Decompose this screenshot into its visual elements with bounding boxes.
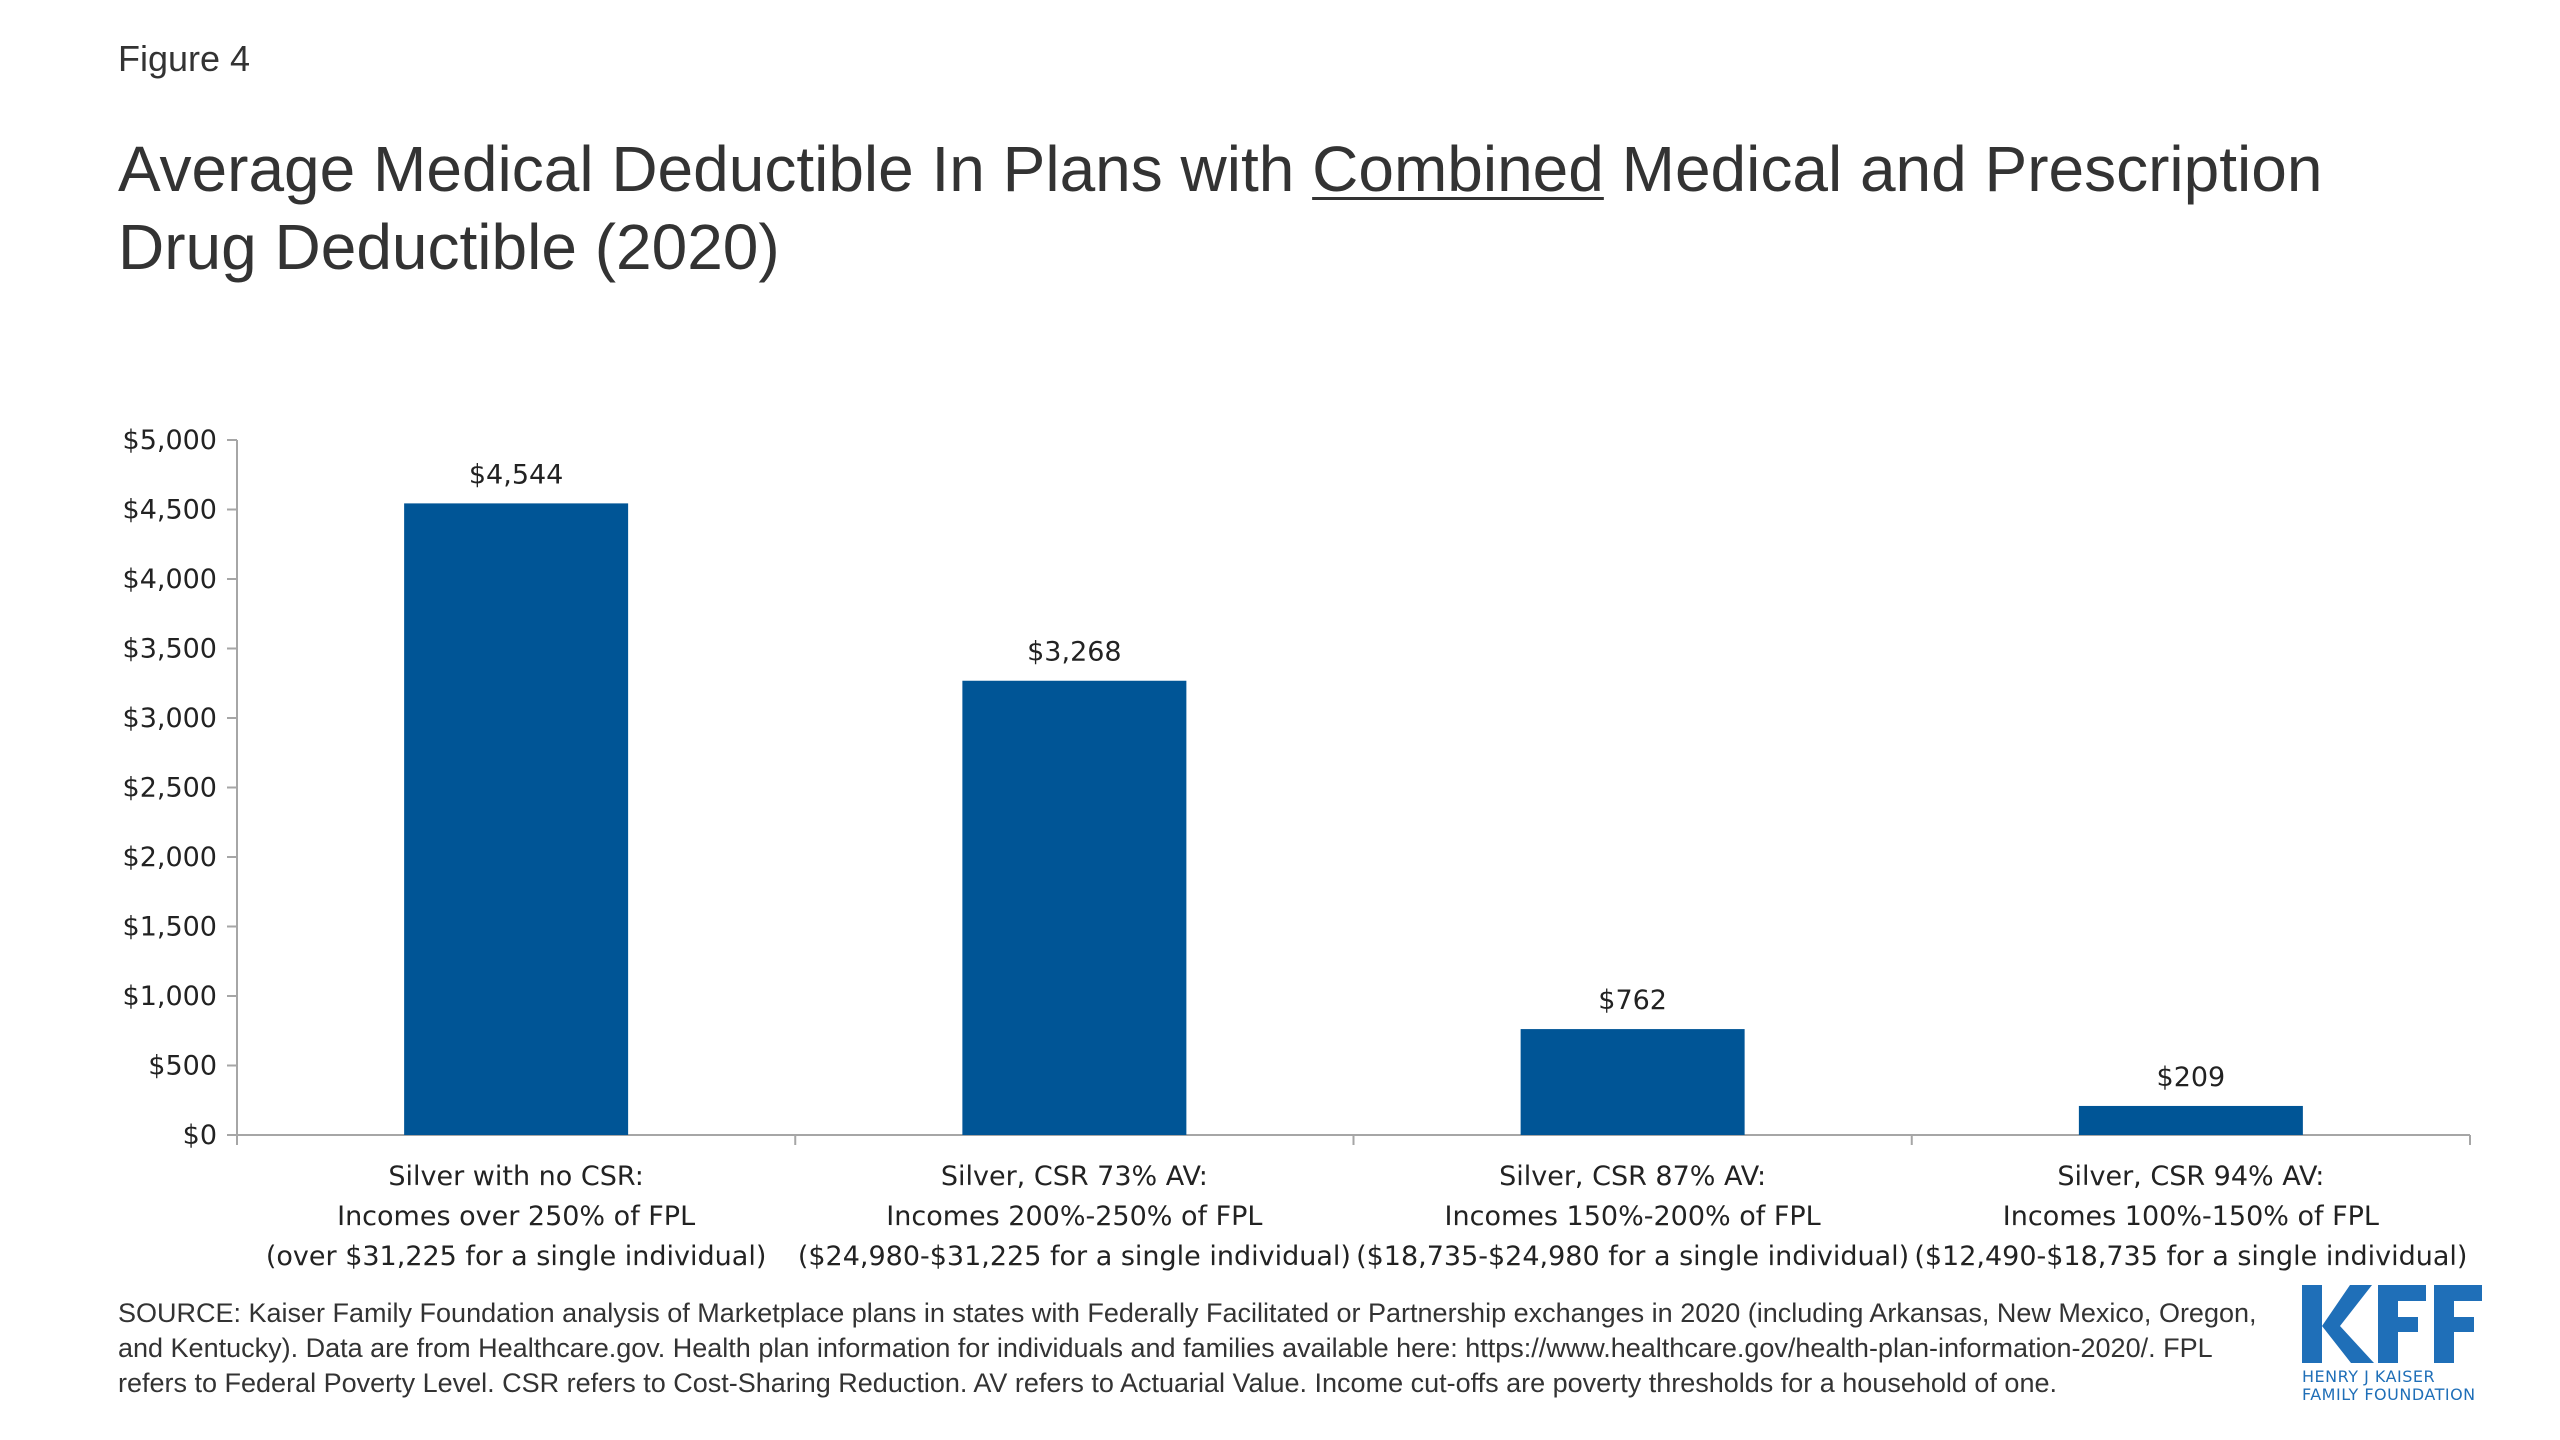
y-tick-label: $3,500 [123, 634, 217, 665]
y-tick-label: $1,500 [123, 912, 217, 943]
x-category-label: Incomes 150%-200% of FPL [1445, 1201, 1821, 1232]
logo-line-2: FAMILY FOUNDATION [2302, 1385, 2476, 1404]
title-part-2: Medical and Prescription Drug Deductible… [118, 133, 2323, 283]
y-tick-label: $2,500 [123, 773, 217, 804]
x-category-label: ($18,735-$24,980 for a single individual… [1356, 1241, 1909, 1272]
x-category-label: ($24,980-$31,225 for a single individual… [798, 1241, 1351, 1272]
data-label: $3,268 [1027, 637, 1121, 668]
source-note: SOURCE: Kaiser Family Foundation analysi… [118, 1298, 2257, 1398]
x-category-label: Silver, CSR 73% AV: [941, 1161, 1208, 1192]
x-category-label: ($12,490-$18,735 for a single individual… [1914, 1241, 2467, 1272]
y-tick-label: $4,000 [123, 564, 217, 595]
bar [2078, 1105, 2303, 1135]
y-tick-label: $2,000 [123, 842, 217, 873]
x-category-label: (over $31,225 for a single individual) [266, 1241, 766, 1272]
kff-logo: HENRY J KAISER FAMILY FOUNDATION [2300, 1282, 2500, 1412]
data-label: $4,544 [469, 459, 563, 490]
y-tick-label: $4,500 [123, 495, 217, 526]
kff-logo-mark [2302, 1285, 2482, 1363]
y-tick-label: $5,000 [123, 425, 217, 456]
y-tick-label: $0 [183, 1120, 217, 1151]
data-label: $209 [2157, 1062, 2226, 1093]
x-category-label: Incomes 200%-250% of FPL [886, 1201, 1262, 1232]
logo-line-1: HENRY J KAISER [2302, 1367, 2436, 1386]
y-tick-label: $500 [148, 1051, 217, 1082]
bar-chart: $0 $500 $1,000 $1,500 $2,000 $2,500 $3,000 $3,5… [123, 425, 2471, 1272]
bar [404, 503, 629, 1135]
bar [1520, 1029, 1745, 1135]
x-category-label: Silver, CSR 87% AV: [1499, 1161, 1766, 1192]
title-underlined-word: Combined [1312, 133, 1604, 205]
title-part-1: Average Medical Deductible In Plans with [118, 133, 1313, 205]
x-category-label: Silver, CSR 94% AV: [2057, 1161, 2324, 1192]
chart-title: Average Medical Deductible In Plans with… [118, 130, 2418, 286]
x-category-label: Incomes 100%-150% of FPL [2003, 1201, 2379, 1232]
x-category-label: Incomes over 250% of FPL [337, 1201, 695, 1232]
x-category-label: Silver with no CSR: [388, 1161, 644, 1192]
figure-label: Figure 4 [118, 38, 251, 79]
y-tick-label: $3,000 [123, 703, 217, 734]
logo-subtitle: HENRY J KAISER FAMILY FOUNDATION [2302, 1368, 2476, 1404]
y-tick-label: $1,000 [123, 981, 217, 1012]
data-label: $762 [1598, 985, 1667, 1016]
bar [962, 680, 1187, 1135]
